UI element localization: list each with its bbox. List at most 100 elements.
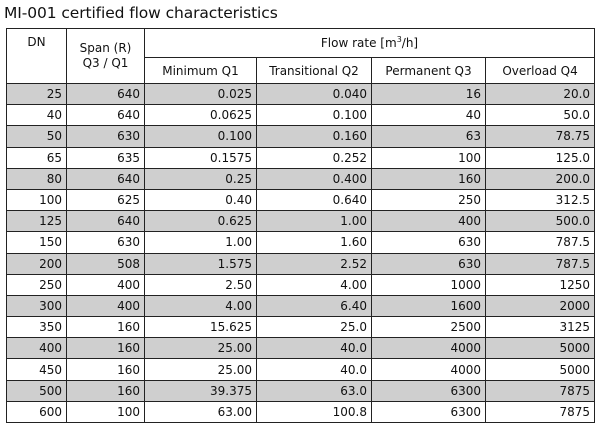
span-cell: 630	[66, 231, 145, 254]
table-row: 500 160 39.375 63.0 6300 7875	[6, 379, 596, 402]
span-cell: 640	[66, 210, 145, 233]
transitional-q2-header: Transitional Q2	[256, 57, 372, 84]
table-row: 40 640 0.0625 0.100 40 50.0	[6, 104, 596, 127]
transitional-q2-cell: 6.40	[256, 294, 372, 318]
dn-header-label: DN	[27, 35, 46, 49]
span-cell: 640	[66, 167, 145, 190]
span-cell: 630	[66, 125, 145, 148]
permanent-q3-cell: 630	[371, 231, 486, 254]
minimum-q1-cell: 1.00	[144, 231, 257, 254]
table-row: 400 160 25.00 40.0 4000 5000	[6, 337, 596, 360]
span-header-line1: Span (R)	[79, 41, 132, 55]
transitional-q2-cell: 4.00	[256, 273, 372, 296]
permanent-q3-cell: 4000	[371, 337, 486, 360]
flow-rate-header: Flow rate [m3/h]	[143, 28, 596, 58]
transitional-q2-cell: 40.0	[256, 337, 372, 360]
overload-q4-cell: 312.5	[484, 188, 596, 212]
minimum-q1-cell: 0.0625	[144, 104, 257, 127]
permanent-q3-cell: 100	[371, 146, 486, 169]
span-cell: 625	[66, 188, 145, 212]
overload-q4-cell: 2000	[484, 294, 596, 318]
table-row: 350 160 15.625 25.0 2500 3125	[6, 316, 596, 339]
transitional-q2-cell: 100.8	[256, 400, 372, 423]
table-row: 50 630 0.100 0.160 63 78.75	[6, 125, 596, 148]
flow-rate-superscript: 3	[396, 35, 402, 44]
permanent-q3-cell: 4000	[371, 358, 486, 381]
overload-q4-cell: 3125	[484, 316, 596, 339]
transitional-q2-cell: 1.00	[256, 210, 372, 233]
transitional-q2-cell: 25.0	[256, 316, 372, 339]
overload-q4-cell: 20.0	[484, 82, 596, 106]
transitional-q2-cell: 0.640	[256, 188, 372, 212]
overload-q4-cell: 787.5	[484, 252, 596, 275]
overload-q4-cell: 5000	[484, 358, 596, 381]
overload-q4-header: Overload Q4	[484, 57, 596, 84]
minimum-q1-cell: 25.00	[144, 337, 257, 360]
transitional-q2-cell: 2.52	[256, 252, 372, 275]
table-body: 25 640 0.025 0.040 16 20.0 40 640 0.0625 0.100 40 5…	[6, 82, 596, 423]
dn-cell: 125	[6, 210, 67, 233]
dn-cell: 150	[6, 231, 67, 254]
overload-q4-cell: 7875	[484, 379, 596, 402]
header-row-bottom: Minimum Q1 Transitional Q2 Permanent Q3 …	[7, 57, 596, 84]
dn-cell: 200	[6, 252, 67, 275]
span-cell: 640	[66, 82, 145, 106]
permanent-q3-cell: 250	[371, 188, 486, 212]
minimum-q1-header: Minimum Q1	[144, 57, 257, 84]
transitional-q2-cell: 0.100	[256, 104, 372, 127]
span-cell: 400	[66, 294, 145, 318]
dn-cell: 100	[6, 188, 67, 212]
minimum-q1-cell: 25.00	[144, 358, 257, 381]
permanent-q3-header: Permanent Q3	[371, 57, 486, 84]
span-cell: 640	[66, 104, 145, 127]
table-row: 300 400 4.00 6.40 1600 2000	[6, 294, 596, 318]
overload-q4-cell: 78.75	[484, 125, 596, 148]
dn-cell: 350	[6, 316, 67, 339]
permanent-q3-cell: 63	[371, 125, 486, 148]
transitional-q2-cell: 0.400	[256, 167, 372, 190]
transitional-q2-cell: 1.60	[256, 231, 372, 254]
table-row: 600 100 63.00 100.8 6300 7875	[6, 400, 596, 423]
dn-cell: 400	[6, 337, 67, 360]
flow-characteristics-table: DN Span (R) Q3 / Q1 Flow rate [m3/h] Min…	[6, 28, 596, 423]
header-row-top: DN Span (R) Q3 / Q1 Flow rate [m3/h]	[6, 28, 596, 84]
minimum-q1-cell: 39.375	[144, 379, 257, 402]
span-cell: 635	[66, 146, 145, 169]
overload-q4-cell: 7875	[484, 400, 596, 423]
minimum-q1-cell: 1.575	[144, 252, 257, 275]
transitional-q2-cell: 0.040	[256, 82, 372, 106]
permanent-q3-cell: 1000	[371, 273, 486, 296]
span-cell: 160	[66, 337, 145, 360]
permanent-q3-cell: 1600	[371, 294, 486, 318]
dn-cell: 65	[6, 146, 67, 169]
transitional-q2-cell: 63.0	[256, 379, 372, 402]
permanent-q3-cell: 160	[371, 167, 486, 190]
span-cell: 400	[66, 273, 145, 296]
minimum-q1-cell: 0.1575	[144, 146, 257, 169]
span-cell: 160	[66, 379, 145, 402]
minimum-q1-cell: 4.00	[144, 294, 257, 318]
span-cell: 508	[66, 252, 145, 275]
table-row: 200 508 1.575 2.52 630 787.5	[6, 252, 596, 275]
table-row: 450 160 25.00 40.0 4000 5000	[6, 358, 596, 381]
dn-header: DN	[6, 28, 67, 84]
dn-cell: 250	[6, 273, 67, 296]
transitional-q2-cell: 0.252	[256, 146, 372, 169]
span-header: Span (R) Q3 / Q1	[66, 28, 145, 84]
minimum-q1-cell: 0.625	[144, 210, 257, 233]
overload-q4-cell: 787.5	[484, 231, 596, 254]
permanent-q3-cell: 400	[371, 210, 486, 233]
minimum-q1-cell: 2.50	[144, 273, 257, 296]
table-row: 65 635 0.1575 0.252 100 125.0	[6, 146, 596, 169]
dn-cell: 80	[6, 167, 67, 190]
permanent-q3-cell: 40	[371, 104, 486, 127]
dn-cell: 50	[6, 125, 67, 148]
permanent-q3-cell: 2500	[371, 316, 486, 339]
overload-q4-cell: 1250	[484, 273, 596, 296]
dn-cell: 500	[6, 379, 67, 402]
span-cell: 160	[66, 358, 145, 381]
minimum-q1-cell: 0.40	[144, 188, 257, 212]
span-cell: 160	[66, 316, 145, 339]
overload-q4-cell: 200.0	[484, 167, 596, 190]
span-cell: 100	[66, 400, 145, 423]
